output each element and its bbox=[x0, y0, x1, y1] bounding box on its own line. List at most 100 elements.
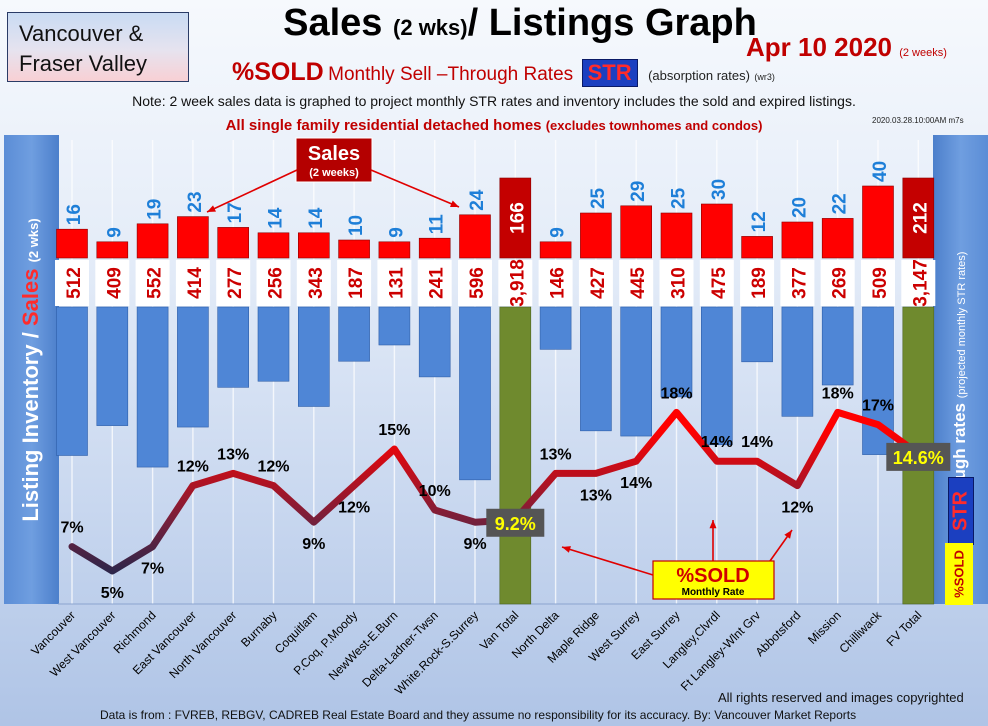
sold-rate-line bbox=[68, 408, 922, 575]
category-label: Chilliwack bbox=[837, 608, 885, 656]
rate-label: 9% bbox=[463, 536, 486, 553]
rate-label: 12% bbox=[781, 500, 813, 517]
sold-arrow-left-head bbox=[562, 546, 571, 553]
rate-label: 14% bbox=[701, 434, 733, 451]
sold-annotation-sub: Monthly Rate bbox=[682, 587, 745, 598]
sales-value-label: 19 bbox=[145, 199, 166, 220]
chart-note: Note: 2 week sales data is graphed to pr… bbox=[132, 93, 856, 109]
inventory-value-label: 414 bbox=[185, 267, 206, 299]
inventory-label-band bbox=[901, 260, 936, 306]
subtitle-abs-rates: (absorption rates) bbox=[648, 68, 750, 83]
category-label: Mission bbox=[805, 608, 844, 647]
sales-value-label: 212 bbox=[910, 202, 931, 234]
sales-bar bbox=[338, 239, 370, 259]
inventory-label-band bbox=[699, 260, 734, 306]
subtitle-version: (wr3) bbox=[754, 72, 775, 82]
inventory-label-band bbox=[256, 260, 291, 306]
inventory-bar bbox=[297, 306, 330, 407]
sold-annotation-title: %SOLD bbox=[676, 565, 749, 587]
rate-label: 12% bbox=[177, 459, 209, 476]
sales-value-label: 14 bbox=[306, 207, 327, 229]
region-label-box: Vancouver & Fraser Valley bbox=[7, 12, 189, 82]
inventory-bar bbox=[781, 306, 814, 417]
inventory-bar bbox=[499, 306, 532, 605]
sales-bar bbox=[660, 212, 693, 259]
subtitle-pct: %SOLD bbox=[232, 58, 324, 86]
inventory-value-label: 377 bbox=[789, 267, 810, 299]
title-rest: / Listings Graph bbox=[467, 2, 757, 44]
sold-arrow-right-head bbox=[784, 530, 792, 539]
inventory-bar bbox=[177, 306, 209, 428]
sales-bar bbox=[177, 216, 209, 259]
inventory-label-band bbox=[458, 260, 492, 306]
inventory-value-label: 277 bbox=[225, 267, 246, 299]
rate-label: 12% bbox=[257, 459, 289, 476]
title-sales: Sales bbox=[283, 2, 383, 44]
inventory-value-label: 512 bbox=[64, 267, 85, 299]
rate-label: 15% bbox=[378, 422, 410, 439]
date-main: Apr 10 2020 bbox=[746, 32, 892, 62]
inventory-label-band bbox=[175, 260, 210, 306]
chart-subtitle: %SOLD Monthly Sell –Through Rates STR (a… bbox=[232, 58, 775, 87]
inventory-bar bbox=[338, 306, 370, 362]
inventory-value-label: 596 bbox=[467, 267, 488, 299]
sales-value-label: 30 bbox=[709, 179, 730, 200]
sales-arrow-right bbox=[370, 169, 460, 208]
inventory-bar bbox=[257, 306, 290, 382]
rate-label: 12% bbox=[338, 500, 370, 517]
sales-bar bbox=[781, 221, 814, 259]
inventory-label-band bbox=[538, 260, 573, 306]
sales-annotation-title: Sales bbox=[308, 143, 360, 165]
sales-annotation-sub: (2 weeks) bbox=[309, 167, 359, 179]
left-axis-panel bbox=[4, 135, 59, 604]
sales-bar bbox=[902, 177, 935, 259]
total-rate-label: 9.2% bbox=[495, 514, 536, 534]
category-label: Delta-Ladner-Twsn bbox=[359, 608, 441, 690]
sales-arrow-right-head bbox=[450, 200, 459, 208]
rate-label: 13% bbox=[580, 487, 612, 504]
inventory-label-band bbox=[377, 260, 412, 306]
chart-subnote: All single family residential detached h… bbox=[0, 117, 988, 134]
sales-value-label: 20 bbox=[789, 197, 810, 218]
rate-label: 14% bbox=[620, 475, 652, 492]
inventory-label-band bbox=[417, 260, 452, 306]
inventory-value-label: 256 bbox=[266, 267, 287, 299]
sales-bar bbox=[56, 228, 88, 259]
inventory-label-band bbox=[55, 260, 89, 306]
inventory-bar bbox=[459, 306, 491, 481]
sold-annotation-box bbox=[652, 560, 775, 600]
inventory-label-band bbox=[296, 260, 331, 306]
sold-arrow-up-head bbox=[709, 520, 717, 529]
date-small: (2 weeks) bbox=[899, 47, 947, 59]
inventory-bar bbox=[821, 306, 854, 386]
rate-label: 5% bbox=[101, 585, 124, 602]
category-label: NewWest-E.Burn bbox=[326, 608, 401, 683]
sold-arrow-left bbox=[561, 546, 654, 576]
sales-bar bbox=[378, 241, 411, 259]
inventory-value-label: 409 bbox=[104, 267, 125, 299]
sales-bar bbox=[136, 223, 169, 259]
sales-value-label: 24 bbox=[467, 189, 488, 211]
sales-value-label: 17 bbox=[225, 202, 246, 223]
sales-bar bbox=[459, 214, 491, 259]
region-line-2: Fraser Valley bbox=[19, 51, 147, 76]
sales-value-label: 14 bbox=[266, 207, 287, 229]
sales-value-label: 22 bbox=[830, 193, 851, 214]
inventory-value-label: 189 bbox=[749, 267, 770, 299]
timestamp: 2020.03.28.10:00AM m7s bbox=[872, 116, 964, 125]
str-tag: STR bbox=[948, 477, 974, 545]
inventory-label-band bbox=[780, 260, 815, 306]
sales-value-label: 9 bbox=[104, 227, 125, 238]
date-label: Apr 10 2020 (2 weeks) bbox=[746, 32, 947, 63]
inventory-bar bbox=[217, 306, 249, 388]
sales-value-label: 9 bbox=[548, 227, 569, 238]
sales-bar bbox=[862, 185, 894, 259]
category-label: Ft Langley-Wlnt Grv bbox=[678, 608, 763, 693]
sales-value-label: 10 bbox=[346, 215, 367, 236]
sales-value-label: 40 bbox=[870, 161, 891, 182]
sales-value-label: 12 bbox=[749, 211, 770, 232]
inventory-label-band bbox=[216, 260, 251, 306]
sales-bar bbox=[539, 241, 572, 259]
inventory-label-band bbox=[135, 260, 170, 306]
